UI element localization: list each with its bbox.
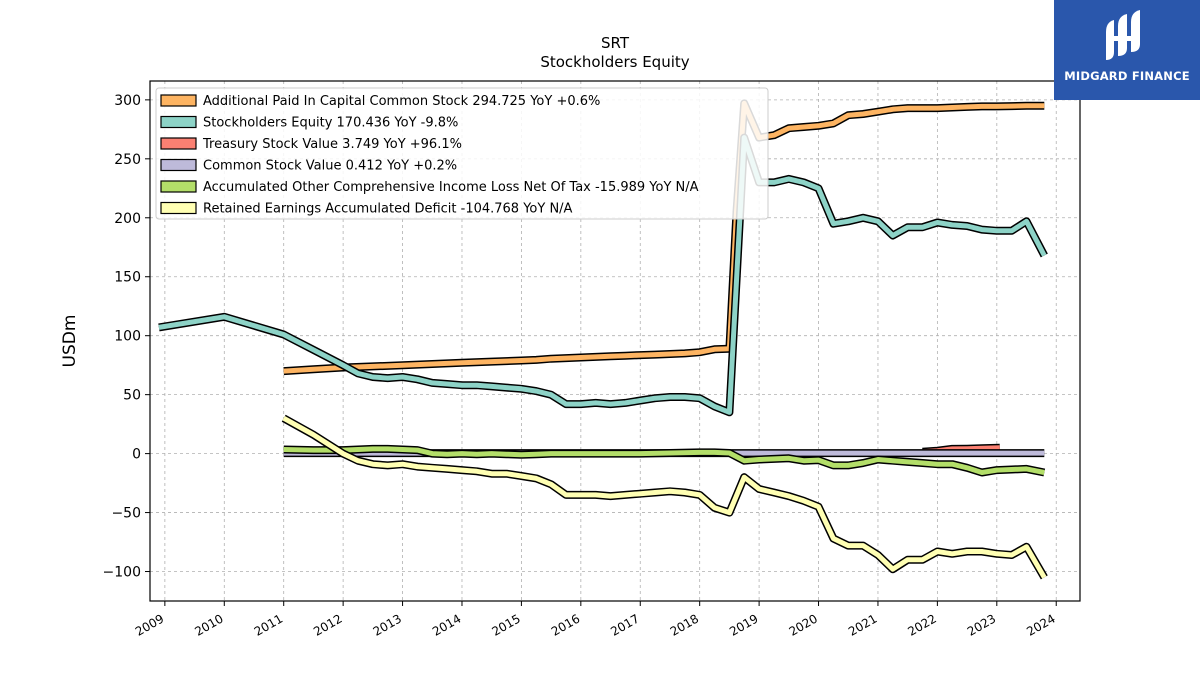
series-1-line: [158, 135, 1047, 415]
legend-label-0: Additional Paid In Capital Common Stock …: [203, 94, 600, 109]
y-tick-label: 50: [123, 388, 141, 404]
y-tick-label: 100: [114, 329, 141, 345]
x-tick-label: 2015: [489, 611, 522, 638]
x-tick-label: 2010: [192, 611, 225, 638]
midgard-finance-logo: MIDGARD FINANCE: [1054, 0, 1200, 100]
legend-label-4: Accumulated Other Comprehensive Income L…: [203, 180, 699, 195]
y-tick-label: 200: [114, 211, 141, 227]
legend-label-2: Treasury Stock Value 3.749 YoY +96.1%: [202, 137, 462, 152]
y-tick-label: 150: [114, 270, 141, 286]
y-tick-label: −100: [103, 565, 141, 581]
x-tick-label: 2020: [787, 611, 820, 638]
x-tick-label: 2019: [727, 611, 760, 638]
x-tick-label: 2013: [371, 611, 404, 638]
x-tick-label: 2009: [133, 611, 166, 638]
y-axis-label: USDm: [60, 315, 80, 368]
legend: Additional Paid In Capital Common Stock …: [155, 87, 769, 220]
x-tick-label: 2023: [965, 611, 998, 638]
y-tick-label: 0: [132, 447, 141, 463]
legend-swatch-2: [160, 137, 197, 150]
x-tick-label: 2024: [1024, 611, 1057, 638]
x-tick-label: 2022: [905, 611, 938, 638]
y-axis: −100 −50 0 50 100 150 200 250 300: [103, 93, 150, 581]
legend-box: [155, 87, 769, 220]
legend-swatch-5: [160, 201, 197, 215]
x-axis: 2009 2010 2011 2012 2013 2014 2015 2016 2017 2018…: [133, 601, 1058, 639]
x-tick-label: 2018: [668, 611, 701, 638]
series-5-line: [282, 416, 1047, 579]
series-4-line: [283, 446, 1045, 475]
y-tick-label: −50: [111, 506, 141, 522]
x-tick-label: 2017: [608, 611, 641, 638]
logo-text: MIDGARD FINANCE: [1064, 69, 1190, 83]
x-tick-label: 2014: [430, 611, 463, 638]
legend-label-3: Common Stock Value 0.412 YoY +0.2%: [203, 159, 457, 174]
series-lines: [158, 99, 1048, 580]
y-tick-label: 300: [114, 93, 141, 109]
x-tick-label: 2021: [846, 611, 879, 638]
legend-swatch-0: [160, 94, 197, 107]
x-tick-label: 2011: [252, 611, 285, 638]
chart-title: SRT: [601, 34, 630, 52]
legend-label-1: Stockholders Equity 170.436 YoY -9.8%: [203, 116, 458, 131]
x-tick-label: 2016: [549, 611, 582, 638]
plot-frame: [149, 80, 1081, 602]
legend-swatch-3: [160, 158, 197, 172]
legend-swatch-4: [160, 180, 197, 193]
chart-subtitle: Stockholders Equity: [540, 53, 689, 71]
x-tick-label: 2012: [311, 611, 344, 638]
y-tick-label: 250: [114, 152, 141, 168]
legend-label-5: Retained Earnings Accumulated Deficit -1…: [203, 202, 573, 217]
logo-mark-icon: [1106, 10, 1140, 60]
legend-swatch-1: [160, 115, 197, 129]
